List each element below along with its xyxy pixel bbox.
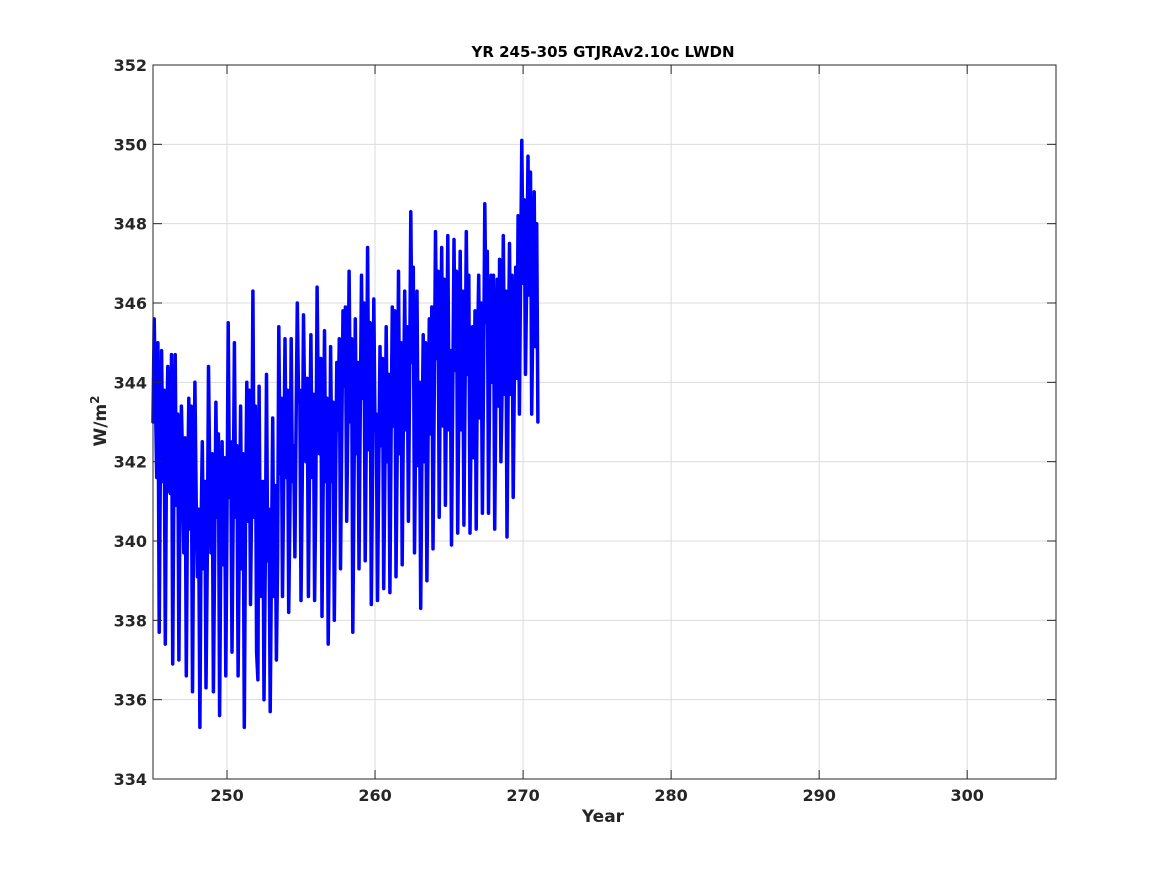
x-axis-title: Year: [581, 807, 625, 827]
y-tick-label: 348: [114, 215, 147, 234]
tick-marks: [153, 64, 1056, 780]
x-tick-labels: 250 260 270 280 290 300: [210, 786, 984, 805]
plot-frame: [152, 64, 1057, 780]
y-axis-title-text: W/m: [91, 404, 111, 447]
y-tick-label: 338: [114, 611, 147, 630]
y-tick-label: 342: [114, 453, 147, 472]
y-tick-label: 344: [114, 373, 147, 392]
series-layer: [151, 138, 540, 730]
x-tick-label: 260: [358, 786, 391, 805]
x-tick-label: 290: [802, 786, 835, 805]
y-tick-labels: 334 336 338 340 342 344 346 348 350 352: [114, 56, 147, 789]
y-tick-label: 346: [114, 294, 147, 313]
y-axis-title-superscript: 2: [88, 395, 102, 403]
x-tick-label: 280: [654, 786, 687, 805]
y-tick-label: 352: [114, 56, 147, 75]
x-tick-label: 270: [506, 786, 539, 805]
y-tick-label: 334: [114, 770, 147, 789]
y-tick-label: 336: [114, 691, 147, 710]
x-tick-label: 250: [210, 786, 243, 805]
y-tick-label: 340: [114, 532, 147, 551]
x-tick-label: 300: [950, 786, 983, 805]
series-line: [151, 138, 540, 730]
y-tick-label: 350: [114, 135, 147, 154]
y-axis-title: W/m2: [88, 395, 111, 446]
chart-title: YR 245-305 GTJRAv2.10c LWDN: [470, 43, 734, 61]
